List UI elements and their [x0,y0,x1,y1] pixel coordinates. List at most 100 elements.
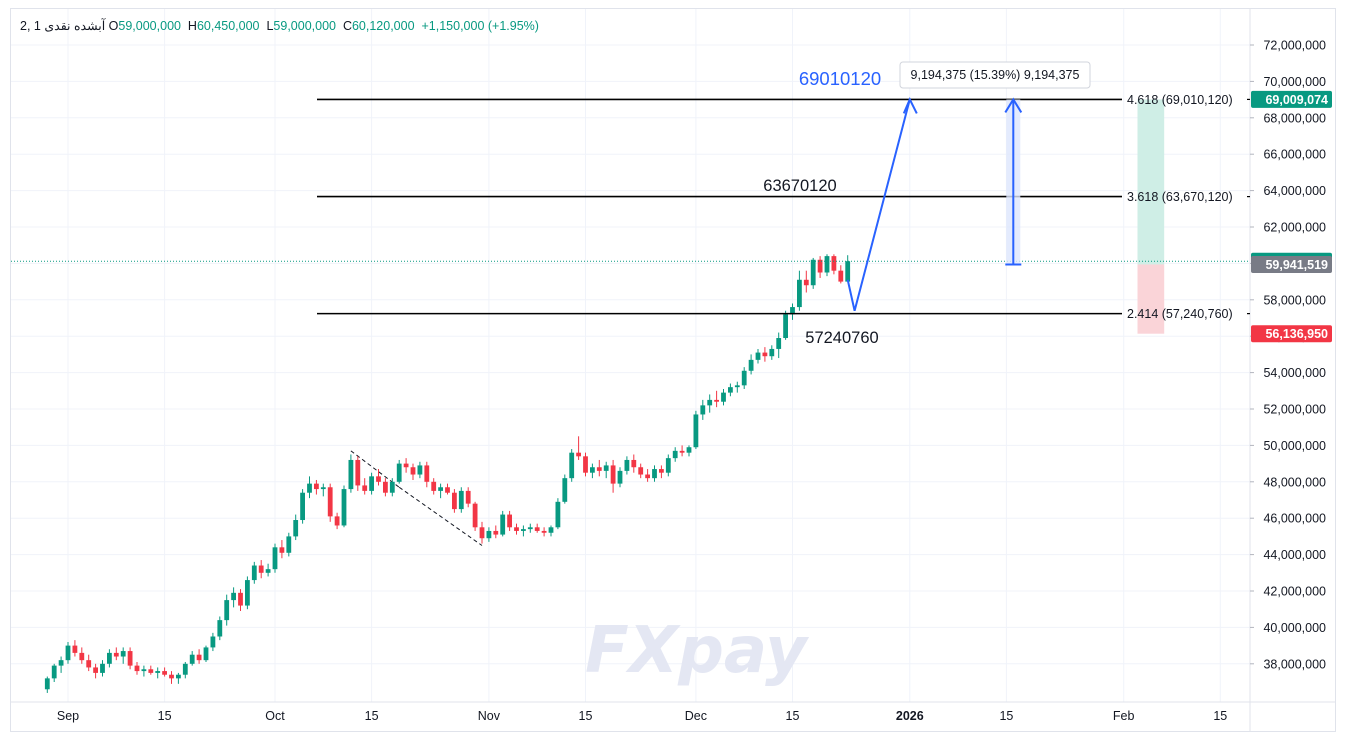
candle-body [769,348,775,357]
candle-body [176,674,181,679]
low-value: 59,000,000 [273,19,336,33]
time-tick-label: 15 [1213,709,1227,723]
annotation-label: 63670120 [763,177,836,195]
candle-body [776,338,782,349]
time-tick-label: 15 [158,709,172,723]
swing-line [350,450,400,488]
price-axis: 38,000,000 40,000,000 42,000,000 44,000,000… [1250,39,1326,671]
price-tick-label: 46,000,000 [1263,512,1326,526]
time-axis: Sep 15 Oct 15 Nov 15 Dec 15 2026 15 Feb 15 [57,709,1227,723]
candle-body [665,458,671,473]
measure-tool: 9,194,375 (15.39%) 9,194,375 [899,61,1091,266]
candle-body [645,474,650,479]
ohlc-legend: 2, 1 آبشده نقدی O59,000,000 H60,450,000 … [20,18,539,33]
candle-body [127,651,133,666]
low-label: L [266,19,274,33]
candle-body [514,527,519,531]
candle-body [596,467,602,471]
candle-body [403,463,409,468]
candle-body [500,514,506,535]
price-badge [1251,255,1332,273]
candle-body [189,654,195,664]
candle-body [569,452,575,479]
time-tick-label: 15 [579,709,593,723]
candle-body [120,651,126,657]
candle-body [445,487,450,493]
price-badge [1251,325,1332,343]
candle-body [141,669,147,672]
time-tick-label: 2026 [896,709,924,723]
candle-body [251,565,257,581]
price-tick-label: 54,000,000 [1263,366,1326,380]
measure-label-box [899,61,1091,89]
candle-body [196,654,202,661]
candle-body [700,405,706,415]
measure-label: 9,194,375 (15.39%) 9,194,375 [911,68,1080,82]
candle-body [472,503,478,528]
candle-body [458,490,464,510]
candle-body [603,465,609,471]
candle-body [182,663,188,675]
candle-body [783,314,788,339]
candle-body [790,307,795,315]
high-value: 60,450,000 [196,19,260,33]
price-tick-label: 40,000,000 [1263,621,1326,635]
candle-body [548,527,554,533]
candle-body [486,530,492,539]
candle-body [389,481,395,493]
close-label: C [342,19,352,33]
candle-body [465,490,471,504]
candle-body [113,652,119,657]
candle-body [327,487,333,517]
candle-body [293,520,299,537]
fib-level-label: 3.618 (63,670,120) [1127,190,1233,204]
annotations: 69010120 63670120 57240760 [763,68,881,347]
candle-body [44,678,50,690]
time-tick-label: Dec [685,709,707,723]
candle-body [79,652,85,661]
candle-body [383,481,388,493]
annotation-label: 57240760 [805,329,878,347]
candle-body [286,536,292,553]
price-tick-label: 58,000,000 [1263,293,1326,307]
candle-body [734,385,740,388]
time-tick-label: 15 [365,709,379,723]
candle-body [762,352,768,357]
price-badge [1251,90,1332,108]
candle-body [245,580,250,606]
time-tick-label: Sep [57,709,79,723]
candle-body [617,470,623,484]
candle-body [534,527,540,531]
candle-body [652,469,657,479]
candle-body [417,465,423,475]
open-value: 59,000,000 [118,19,181,33]
candle-body [672,450,678,459]
close-value: 60,120,000 [351,19,415,33]
candle-body [659,469,664,473]
candle-body [341,489,347,526]
candles [11,254,1250,693]
time-tick-label: Nov [478,709,501,723]
candle-body [155,671,161,673]
candle-body [86,660,92,668]
candle-body [148,669,154,673]
candle-body [217,620,223,637]
symbol-name[interactable]: آبشده نقدی [44,19,106,33]
projection-arrowhead [902,97,918,114]
candle-body [831,256,837,271]
candle-body [583,456,588,473]
candle-body [272,547,278,570]
candle-body [810,259,816,286]
candle-body [479,527,485,539]
measure-arrowhead [1004,97,1023,113]
candle-body [51,665,57,679]
candle-body [362,485,368,491]
projection-path [846,97,918,311]
swing-lines [350,450,483,546]
candle-body [707,399,713,406]
price-tick-label: 66,000,000 [1263,148,1326,162]
price-tick-label: 50,000,000 [1263,439,1326,453]
candle-body [824,256,830,273]
price-tick-label: 64,000,000 [1263,184,1326,198]
